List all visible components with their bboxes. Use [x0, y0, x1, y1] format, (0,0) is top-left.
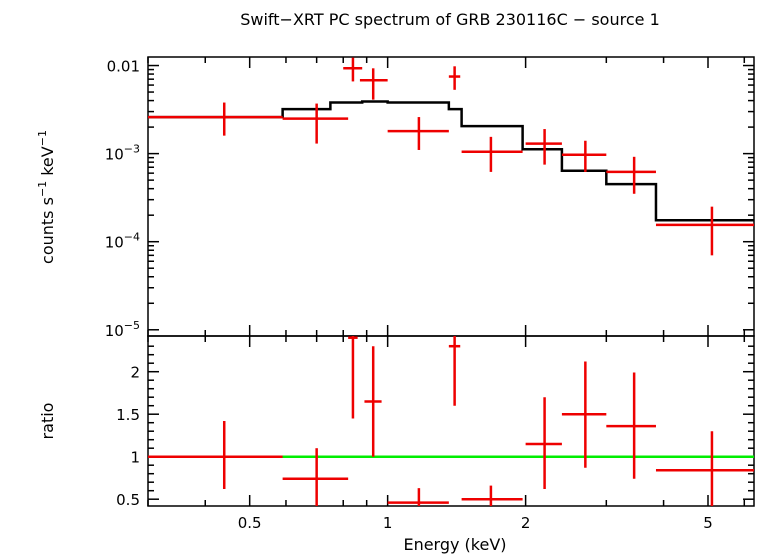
- x-tick-label: 5: [703, 514, 713, 532]
- ratio-data-points: [148, 336, 754, 506]
- spectrum-data-point: [148, 102, 283, 136]
- spectrum-plot-frame: [147, 56, 755, 337]
- model-step-path: [148, 100, 754, 222]
- spectrum-data-point: [655, 206, 754, 256]
- spectrum-data-point: [282, 103, 349, 144]
- ylabel-counts: counts s: [38, 197, 57, 264]
- y-tick-base: 10: [105, 146, 124, 164]
- spectrum-y-tick-label: 10−4: [105, 231, 140, 252]
- y-tick-exponent: −4: [124, 231, 140, 244]
- y-tick-base: 10: [105, 322, 124, 340]
- spectrum-y-tick-label: 0.01: [107, 58, 140, 76]
- spectrum-data-point: [461, 136, 523, 172]
- ratio-plot-frame: [147, 335, 755, 507]
- ylabel-counts-exp: −1: [36, 181, 49, 197]
- y-tick-exponent: −5: [124, 319, 140, 332]
- spectrum-axis-ticks: [147, 57, 754, 336]
- ratio-y-tick-label: 2: [130, 364, 140, 382]
- ratio-panel: 0.5 1 1.5 2 0.5 1 2 5 ratio: [38, 335, 755, 532]
- spectrum-data-point: [561, 140, 607, 172]
- ratio-data-point: [364, 346, 382, 457]
- spectrum-data-point: [343, 57, 363, 82]
- spectrum-data-point: [606, 156, 656, 194]
- ratio-data-point: [655, 431, 754, 506]
- y-tick-base: 0.01: [107, 58, 140, 76]
- ratio-y-tick-labels: 0.5 1 1.5 2: [116, 364, 140, 510]
- ratio-data-point: [348, 336, 358, 419]
- ratio-data-point: [387, 488, 449, 506]
- spectrum-data-point: [525, 129, 562, 165]
- model-step-line: [148, 100, 754, 222]
- x-tick-label: 0.5: [238, 514, 262, 532]
- spectrum-data-point: [387, 117, 449, 150]
- chart-title: Swift−XRT PC spectrum of GRB 230116C − s…: [240, 10, 660, 29]
- ylabel-kev-exp: −1: [36, 130, 49, 146]
- y-tick-exponent: −3: [124, 143, 140, 156]
- y-tick-base: 10: [105, 234, 124, 252]
- ratio-y-tick-label: 1: [130, 449, 140, 467]
- ratio-data-point: [448, 336, 461, 406]
- ratio-data-point: [148, 421, 283, 489]
- ratio-data-point: [461, 485, 523, 506]
- x-tick-label: 1: [383, 514, 393, 532]
- x-tick-label: 2: [521, 514, 531, 532]
- spectrum-data-point: [448, 66, 461, 90]
- ratio-y-tick-label: 1.5: [116, 406, 140, 424]
- x-tick-labels: 0.5 1 2 5: [238, 514, 713, 532]
- x-axis-label: Energy (keV): [403, 535, 506, 554]
- ylabel-kev: keV: [38, 146, 57, 181]
- spectrum-y-axis-label: counts s−1 keV−1: [36, 130, 57, 264]
- spectrum-y-tick-label: 10−5: [105, 319, 140, 340]
- ratio-data-point: [561, 361, 607, 468]
- ratio-axis-ticks: [147, 336, 754, 506]
- ratio-data-point: [282, 448, 349, 506]
- spectrum-data-points: [148, 57, 754, 256]
- ratio-data-point: [525, 397, 562, 489]
- ratio-y-tick-label: 0.5: [116, 491, 140, 509]
- spectrum-data-point: [359, 68, 388, 100]
- ratio-data-point: [606, 372, 656, 479]
- ratio-y-axis-label: ratio: [38, 403, 57, 440]
- spectrum-y-tick-label: 10−3: [105, 143, 140, 164]
